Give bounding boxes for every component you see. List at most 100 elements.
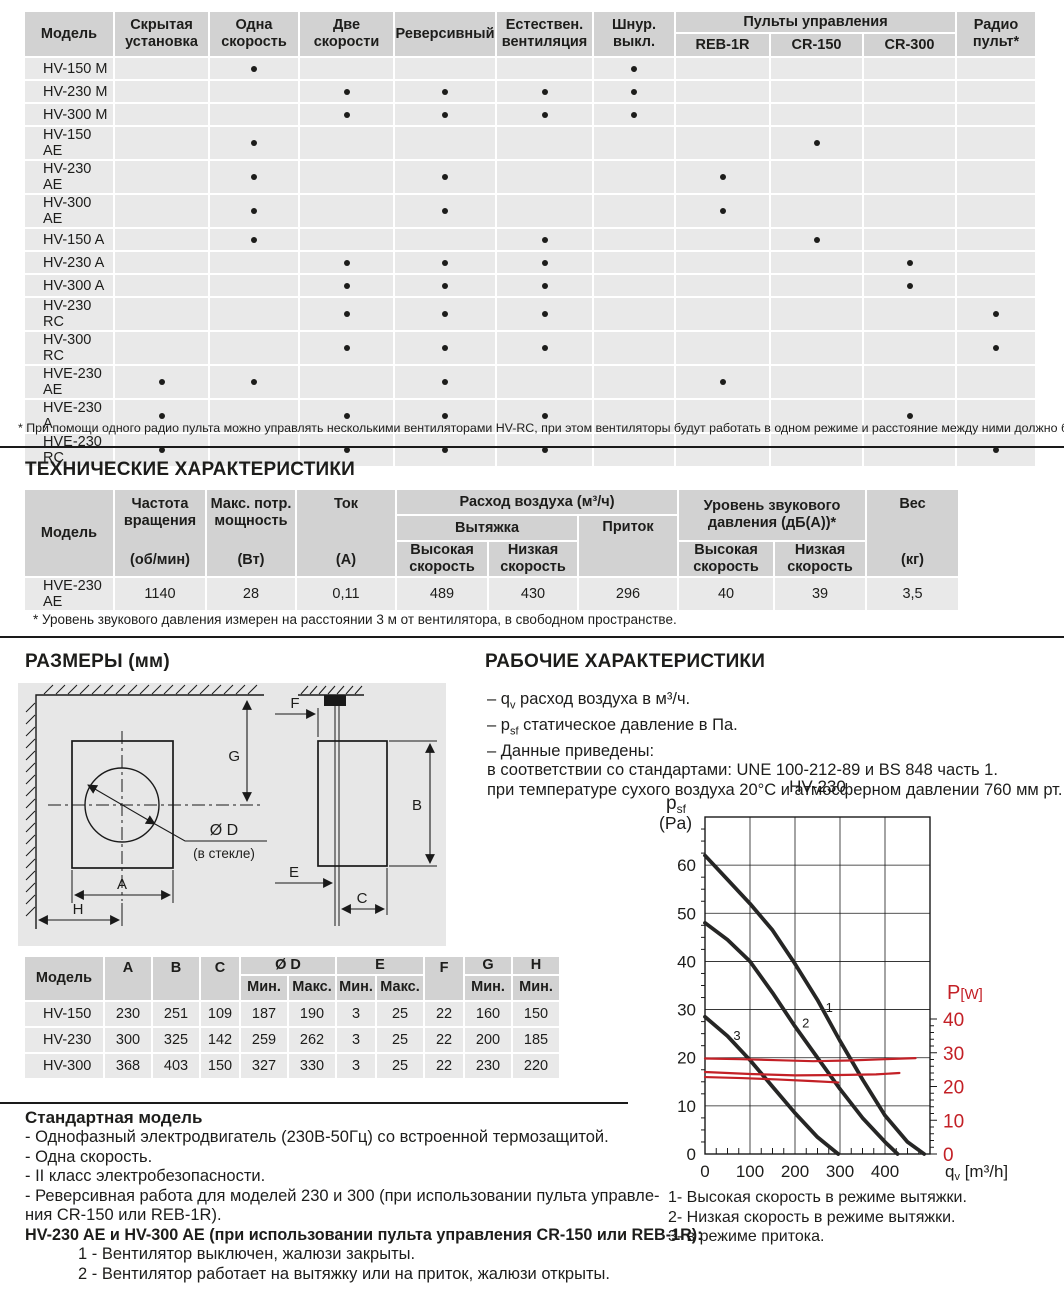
feature-cell: [395, 298, 495, 330]
divider-2: [0, 636, 1064, 638]
tech-value-noise-low: 39: [775, 578, 866, 610]
tech-header-speed: Частота вращения (об/мин): [115, 490, 205, 576]
dot-icon: [541, 413, 548, 420]
feature-cell: [497, 58, 592, 79]
feature-cell: [497, 229, 592, 250]
feature-cell: [300, 161, 393, 193]
tech-header-weight-title: Вес: [899, 496, 926, 512]
dot-icon: [442, 379, 448, 386]
dimension-value-cell: 220: [513, 1053, 560, 1078]
standard-model-item: ния CR-150 или REB-1R).: [25, 1206, 222, 1224]
header-cord-switch: Шнур. выкл.: [594, 12, 674, 56]
model-cell: HV-300 AE: [25, 195, 113, 227]
dimension-value-cell: 187: [241, 1001, 287, 1026]
dot-icon: [541, 345, 548, 352]
compatibility-table: Модель Скрытая установка Одна скорость Д…: [23, 10, 1037, 468]
tech-header-airflow-low: Низкая скорость: [489, 542, 577, 576]
feature-cell: [771, 81, 862, 102]
feature-cell: [300, 127, 393, 159]
feature-cell: [594, 332, 674, 364]
dimension-value-cell: 200: [465, 1027, 512, 1052]
wall-hatch: [25, 702, 36, 917]
feature-cell: [210, 58, 298, 79]
dot-icon: [993, 447, 999, 454]
dot-icon: [343, 282, 350, 289]
feature-cell: [594, 195, 674, 227]
feature-cell: [676, 252, 769, 273]
working-note-qv: – qv расход воздуха в м³/ч.: [487, 690, 691, 712]
standard-model-item: - Реверсивная работа для моделей 230 и 3…: [25, 1186, 660, 1205]
feature-cell: [115, 400, 208, 432]
dot-icon: [158, 379, 165, 386]
feature-cell: [300, 275, 393, 296]
feature-cell: [771, 332, 862, 364]
dim-header-e-min: Мин.: [337, 975, 375, 1000]
dimension-value-cell: 150: [513, 1001, 560, 1026]
dimension-value-cell: 150: [201, 1053, 239, 1078]
chart-y-right-tick-label: 10: [943, 1111, 964, 1132]
dot-icon: [251, 140, 257, 147]
feature-cell: [771, 104, 862, 125]
feature-cell: [210, 127, 298, 159]
feature-cell: [864, 104, 955, 125]
compat-row: HV-150 M: [25, 58, 1035, 79]
tech-value-speed: 1140: [115, 578, 205, 610]
dot-icon: [251, 236, 257, 243]
dim-g-label: G: [228, 748, 240, 765]
dot-icon: [631, 88, 637, 95]
feature-cell: [395, 195, 495, 227]
chart-x-tick-label: 100: [736, 1162, 764, 1181]
compat-row: HV-300 M: [25, 104, 1035, 125]
chart-y-left-tick-label: 40: [677, 952, 696, 971]
dimensions-diagram: G Ø D (в стекле) A H F B E: [18, 683, 446, 946]
tech-header-exhaust: Вытяжка: [397, 516, 577, 540]
feature-cell: [864, 81, 955, 102]
feature-cell: [300, 366, 393, 398]
dim-c-label: C: [357, 890, 368, 907]
feature-cell: [395, 81, 495, 102]
compat-row: HV-300 A: [25, 275, 1035, 296]
dimensions-row: HV-300 368 403 150 327 330 3 25 22 230 220: [25, 1053, 560, 1078]
feature-cell: [957, 332, 1035, 364]
feature-cell: [771, 298, 862, 330]
feature-cell: [594, 229, 674, 250]
header-reversible: Реверсивный: [395, 12, 495, 56]
tech-header-speed-title: Частота вращения: [123, 496, 197, 529]
feature-cell: [497, 434, 592, 466]
feature-cell: [115, 104, 208, 125]
tech-header-airflow: Расход воздуха (м³/ч): [397, 490, 678, 514]
feature-cell: [957, 229, 1035, 250]
tech-header-supply: Приток: [579, 516, 678, 576]
header-natural-vent: Естествен. вентиляция: [497, 12, 592, 56]
header-radio-remote: Радио пульт*: [957, 12, 1035, 56]
feature-cell: [395, 58, 495, 79]
standard-model-block: Стандартная модель - Однофазный электрод…: [25, 1108, 703, 1284]
dimensions-diagram-svg: G Ø D (в стекле) A H F B E: [25, 684, 437, 929]
feature-cell: [300, 298, 393, 330]
dim-d-leader: [154, 823, 267, 842]
tech-value-noise-high: 40: [679, 578, 774, 610]
dimension-value-cell: 262: [289, 1027, 335, 1052]
feature-cell: [594, 252, 674, 273]
feature-cell: [676, 58, 769, 79]
chart-curve-label-2: 2: [802, 1015, 809, 1030]
feature-cell: [864, 332, 955, 364]
dim-a-label: A: [117, 876, 127, 893]
chart-y-right-tick-label: 40: [943, 1010, 964, 1031]
compat-row: HV-150 AE: [25, 127, 1035, 159]
feature-cell: [210, 229, 298, 250]
feature-cell: [497, 400, 592, 432]
divider-3: [0, 1102, 628, 1104]
chart-x-tick-label: 400: [871, 1162, 899, 1181]
dimension-value-cell: 185: [513, 1027, 560, 1052]
tech-header-speed-unit: (об/мин): [130, 552, 190, 569]
feature-cell: [395, 127, 495, 159]
standard-model-item: - II класс электробезопасности.: [25, 1167, 266, 1185]
feature-cell: [864, 58, 955, 79]
legend-line-1: 1- Высокая скорость в режиме вытяжки.: [668, 1189, 967, 1206]
dim-b-label: B: [412, 797, 422, 814]
chart-x-tick-label: 300: [826, 1162, 854, 1181]
chart-y-left-tick-label: 20: [677, 1049, 696, 1068]
dot-icon: [442, 311, 448, 318]
feature-cell: [115, 434, 208, 466]
